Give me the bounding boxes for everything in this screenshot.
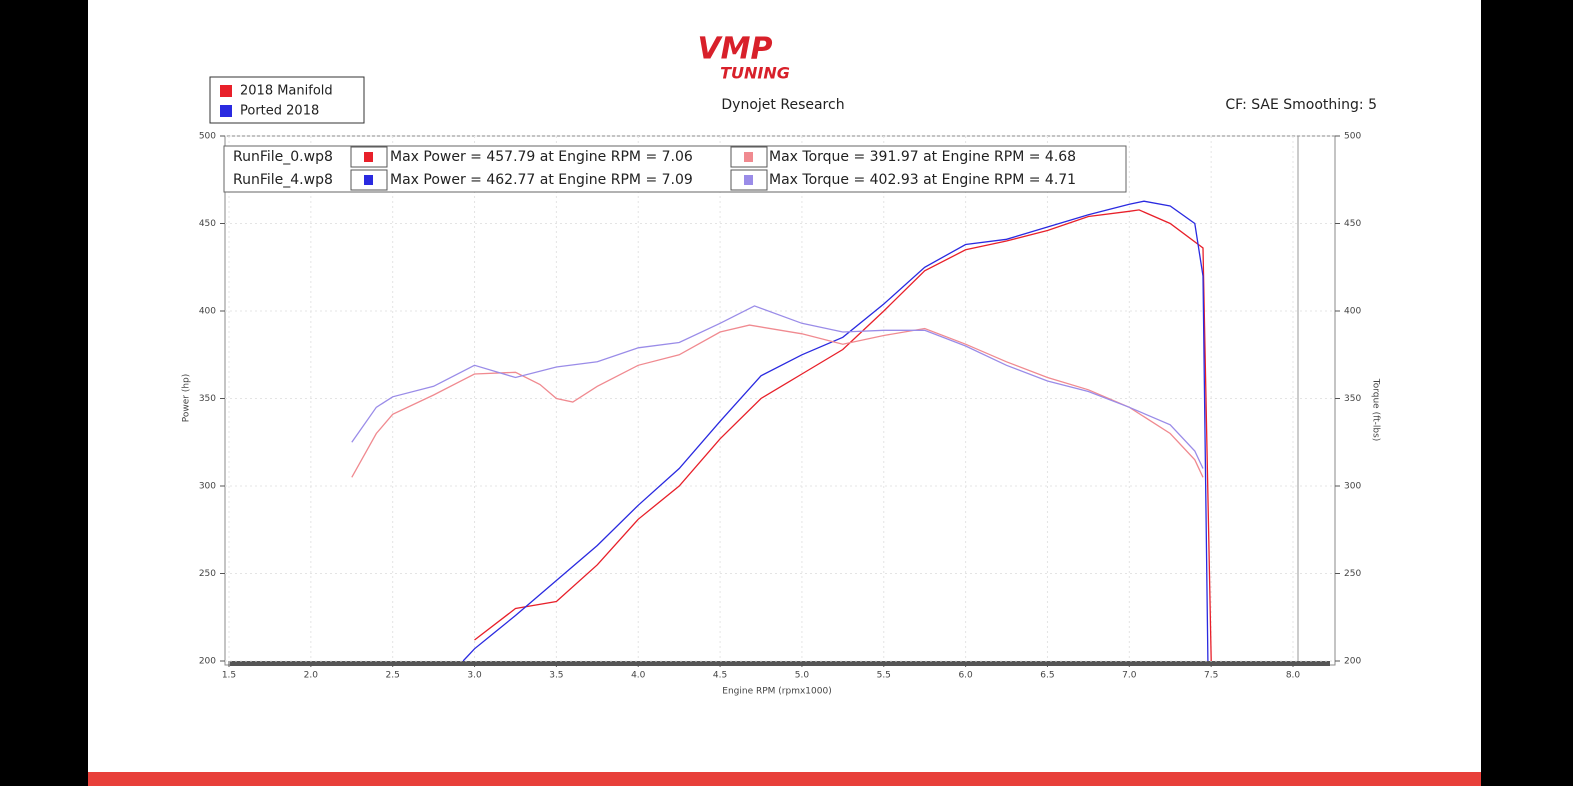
x-tick-label: 4.5 bbox=[713, 671, 727, 681]
legend: 2018 Manifold Ported 2018 bbox=[209, 76, 365, 124]
series-line bbox=[462, 200, 1209, 662]
x-tick-label: 3.5 bbox=[549, 671, 563, 681]
y2-tick-label: 200 bbox=[1344, 657, 1361, 667]
y2-tick-label: 500 bbox=[1344, 132, 1361, 142]
run-file: RunFile_0.wp8 bbox=[233, 149, 333, 165]
y2-axis-label: Torque (ft-lbs) bbox=[1371, 378, 1381, 442]
x-tick-label: 8.0 bbox=[1286, 671, 1301, 681]
x-tick-label: 1.5 bbox=[222, 671, 236, 681]
info-box: RunFile_0.wp8 Max Power = 457.79 at Engin… bbox=[223, 145, 1127, 193]
frame bbox=[88, 0, 1481, 786]
x-tick-label: 7.0 bbox=[1122, 671, 1137, 681]
y-tick-label: 500 bbox=[199, 132, 216, 142]
run-file: RunFile_4.wp8 bbox=[233, 172, 333, 188]
y2-tick-label: 300 bbox=[1344, 482, 1361, 492]
chart-subtitle: CF: SAE Smoothing: 5 bbox=[1225, 97, 1377, 113]
legend-label: Ported 2018 bbox=[240, 104, 319, 119]
y-tick-label: 250 bbox=[199, 569, 216, 579]
info-frame bbox=[223, 145, 1127, 193]
y2-tick-label: 450 bbox=[1344, 219, 1361, 229]
y-tick-label: 200 bbox=[199, 657, 216, 667]
max-power: Max Power = 462.77 at Engine RPM = 7.09 bbox=[390, 172, 693, 188]
x-tick-label: 2.0 bbox=[304, 671, 319, 681]
x-tick-label: 4.0 bbox=[631, 671, 646, 681]
legend-swatch bbox=[220, 105, 232, 117]
y-tick-label: 300 bbox=[199, 482, 216, 492]
series-line bbox=[474, 209, 1212, 662]
logo: VMP bbox=[697, 32, 772, 67]
y-tick-label: 350 bbox=[199, 394, 216, 404]
torque-swatch bbox=[744, 175, 753, 185]
x-tick-label: 2.5 bbox=[386, 671, 400, 681]
swatch-frame bbox=[350, 169, 388, 191]
lines bbox=[351, 200, 1212, 662]
y-tick-label: 400 bbox=[199, 307, 216, 317]
legend-swatch bbox=[220, 85, 232, 97]
logo: TUNING bbox=[720, 64, 790, 83]
y-axis-label: Power (hp) bbox=[182, 374, 192, 423]
swatch-frame bbox=[350, 146, 388, 168]
x-tick-label: 7.5 bbox=[1204, 671, 1218, 681]
y2-tick-label: 350 bbox=[1344, 394, 1361, 404]
progress-bar bbox=[88, 772, 1481, 786]
series-line bbox=[351, 305, 1204, 469]
swatch-frame bbox=[730, 169, 768, 191]
grid: 1.5 2.0 2.5 3.0 3.5 4.0 4.5 5.0 5.5 6.0 6.5 7.0 7.5 8… bbox=[199, 132, 1362, 681]
x-tick-label: 5.5 bbox=[877, 671, 891, 681]
legend-box bbox=[209, 76, 365, 124]
x-tick-label: 3.0 bbox=[467, 671, 482, 681]
power-swatch bbox=[364, 175, 373, 185]
y2-tick-label: 400 bbox=[1344, 307, 1361, 317]
series-line bbox=[351, 324, 1204, 478]
chart-title: Dynojet Research bbox=[721, 97, 844, 113]
power-swatch bbox=[364, 152, 373, 162]
max-torque: Max Torque = 402.93 at Engine RPM = 4.71 bbox=[769, 172, 1076, 188]
legend-label: 2018 Manifold bbox=[240, 84, 333, 99]
x-tick-label: 5.0 bbox=[795, 671, 810, 681]
max-torque: Max Torque = 391.97 at Engine RPM = 4.68 bbox=[769, 149, 1076, 165]
swatch-frame bbox=[730, 146, 768, 168]
x-axis-label: Engine RPM (rpmx1000) bbox=[722, 687, 831, 697]
axis-band bbox=[230, 661, 1330, 666]
y-tick-label: 450 bbox=[199, 219, 216, 229]
x-tick-label: 6.5 bbox=[1040, 671, 1054, 681]
torque-swatch bbox=[744, 152, 753, 162]
x-tick-label: 6.0 bbox=[958, 671, 973, 681]
y2-tick-label: 250 bbox=[1344, 569, 1361, 579]
max-power: Max Power = 457.79 at Engine RPM = 7.06 bbox=[390, 149, 693, 165]
